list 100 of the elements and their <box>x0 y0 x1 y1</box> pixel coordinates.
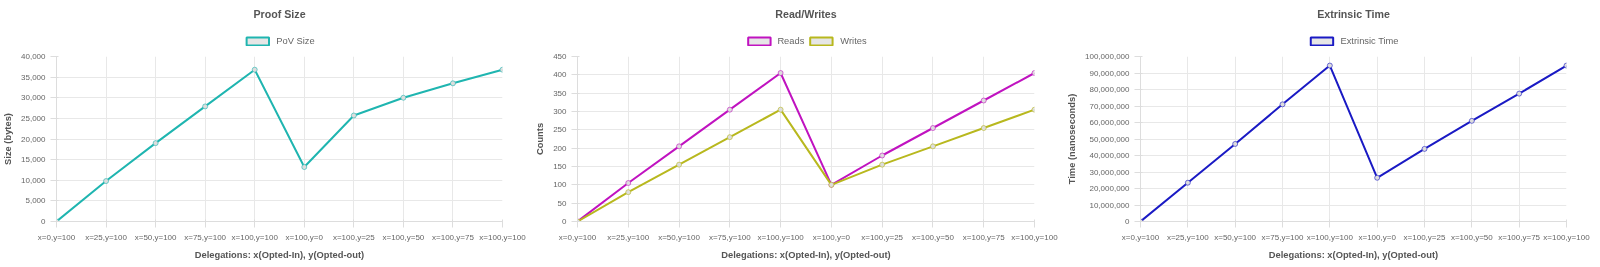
chart-title: Read/Writes <box>775 7 837 20</box>
point <box>777 70 784 76</box>
x-tick-label: x=0,y=100 <box>1121 232 1160 242</box>
x-tick-label: x=25,y=100 <box>85 232 128 242</box>
point <box>980 125 987 131</box>
x-tick-label: x=75,y=100 <box>708 232 752 242</box>
point <box>251 66 258 73</box>
x-tick-label: x=100,y=50 <box>382 232 425 242</box>
x-tick-label: x=100,y=75 <box>1498 232 1541 242</box>
point <box>1374 174 1381 181</box>
point <box>1279 101 1286 108</box>
y-tick-label: 20,000,000 <box>1089 184 1131 193</box>
y-tick-label: 100,000,000 <box>1085 52 1131 61</box>
y-tick-label: 0 <box>562 217 568 226</box>
y-tick-label: 450 <box>553 52 568 61</box>
legend-label: Writes <box>840 36 867 46</box>
x-tick-label: x=100,y=100 <box>1011 232 1059 242</box>
y-tick-label: 50,000,000 <box>1089 134 1131 144</box>
y-tick-label: 10,000 <box>21 175 47 185</box>
point <box>676 161 683 168</box>
chart-title: Extrinsic Time <box>1317 7 1390 20</box>
y-tick-label: 0 <box>1125 217 1131 226</box>
point <box>625 180 632 186</box>
y-tick-label: 400 <box>553 70 568 80</box>
y-tick-label: 250 <box>553 125 568 135</box>
y-tick-label: 350 <box>553 88 568 98</box>
legend-label: Reads <box>777 36 805 46</box>
x-tick-label: x=100,y=75 <box>962 232 1006 242</box>
y-tick-label: 90,000,000 <box>1089 68 1131 78</box>
x-tick-label: x=25,y=100 <box>1166 232 1210 242</box>
x-tick-label: x=50,y=100 <box>658 232 701 242</box>
x-tick-label: x=100,y=25 <box>1403 232 1446 242</box>
x-tick-label: x=25,y=100 <box>607 232 650 242</box>
x-axis-title: Delegations: x(Opted-In), y(Opted-out) <box>194 249 365 260</box>
y-axis-title: Size (bytes) <box>3 113 14 165</box>
x-tick-label: x=50,y=100 <box>134 232 178 242</box>
x-axis-title: Delegations: x(Opted-In), y(Opted-out) <box>1268 249 1439 260</box>
y-tick-label: 300 <box>553 107 568 116</box>
y-axis-title: Time (nanoseconds) <box>1067 93 1078 185</box>
point <box>879 152 886 159</box>
point <box>1468 117 1475 124</box>
x-tick-label: x=100,y=0 <box>1358 232 1397 242</box>
point <box>202 103 209 110</box>
y-tick-label: 70,000,000 <box>1089 101 1131 111</box>
y-tick-label: 15,000 <box>21 155 47 165</box>
y-tick-label: 50 <box>557 198 568 208</box>
y-axis-title: Counts <box>535 122 546 156</box>
point <box>152 140 159 147</box>
x-tick-label: x=100,y=25 <box>861 232 904 242</box>
x-tick-label: x=100,y=25 <box>332 232 376 242</box>
x-tick-label: x=100,y=50 <box>912 232 955 242</box>
point <box>1516 90 1523 97</box>
y-tick-label: 150 <box>553 162 568 171</box>
point <box>726 134 733 141</box>
x-tick-label: x=100,y=75 <box>432 232 475 242</box>
x-tick-label: x=100,y=100 <box>1306 232 1354 242</box>
legend-label: PoV Size <box>276 36 315 46</box>
y-tick-label: 40,000,000 <box>1089 151 1131 160</box>
y-tick-label: 20,000 <box>21 134 47 144</box>
x-tick-label: x=0,y=100 <box>37 232 76 242</box>
point <box>301 164 308 171</box>
point <box>879 161 886 168</box>
point <box>1421 145 1428 152</box>
point <box>929 143 936 150</box>
y-tick-label: 35,000 <box>21 72 47 82</box>
y-tick-label: 25,000 <box>21 113 47 123</box>
point <box>980 97 987 104</box>
point <box>929 125 936 131</box>
point <box>726 106 733 113</box>
x-tick-label: x=100,y=100 <box>757 232 805 242</box>
point <box>625 189 632 196</box>
y-tick-label: 0 <box>41 217 47 226</box>
y-tick-label: 200 <box>553 143 568 153</box>
x-tick-label: x=100,y=50 <box>1450 232 1494 242</box>
point <box>350 112 357 119</box>
y-tick-label: 30,000,000 <box>1089 167 1131 177</box>
point <box>103 178 110 185</box>
point <box>449 80 456 87</box>
x-tick-label: x=0,y=100 <box>558 232 597 242</box>
x-tick-label: x=100,y=0 <box>812 232 851 242</box>
x-axis-title: Delegations: x(Opted-In), y(Opted-out) <box>721 249 891 260</box>
y-tick-label: 10,000,000 <box>1089 200 1131 210</box>
x-tick-label: x=75,y=100 <box>1261 232 1304 242</box>
point <box>777 106 784 113</box>
legend-label: Extrinsic Time <box>1340 36 1399 46</box>
y-tick-label: 60,000,000 <box>1089 118 1131 127</box>
point <box>400 94 407 101</box>
x-tick-label: x=100,y=100 <box>1543 232 1591 242</box>
x-tick-label: x=50,y=100 <box>1214 232 1257 242</box>
x-tick-label: x=100,y=100 <box>231 232 279 242</box>
x-tick-label: x=100,y=0 <box>285 232 324 242</box>
y-tick-label: 40,000 <box>21 52 47 61</box>
point <box>1232 140 1239 147</box>
y-tick-label: 5,000 <box>25 196 47 206</box>
y-tick-label: 30,000 <box>21 93 47 103</box>
y-tick-label: 100 <box>553 180 568 190</box>
chart-title: Proof Size <box>253 7 306 20</box>
x-tick-label: x=75,y=100 <box>184 232 227 242</box>
point <box>1326 62 1333 69</box>
y-tick-label: 80,000,000 <box>1089 85 1131 94</box>
